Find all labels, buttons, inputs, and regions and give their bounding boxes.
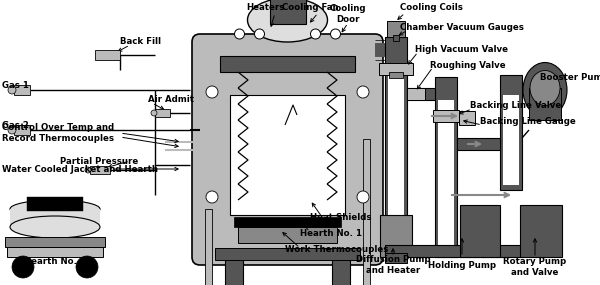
- Bar: [433, 110, 459, 122]
- Circle shape: [151, 110, 157, 116]
- Bar: [230, 95, 345, 215]
- Bar: [385, 37, 407, 257]
- Bar: [379, 63, 413, 75]
- Text: Cooling
Door: Cooling Door: [330, 4, 366, 24]
- Text: Backing Line Gauge: Backing Line Gauge: [480, 117, 576, 127]
- Bar: [438, 100, 454, 250]
- Bar: [234, 217, 341, 227]
- Text: Cooling Coils: Cooling Coils: [400, 3, 463, 13]
- Bar: [435, 77, 457, 257]
- Bar: [529, 88, 561, 120]
- Text: Backing Line Valve: Backing Line Valve: [470, 101, 561, 111]
- Bar: [215, 248, 360, 260]
- Text: Back Fill: Back Fill: [120, 38, 161, 46]
- Circle shape: [85, 167, 91, 173]
- Bar: [389, 72, 403, 78]
- Ellipse shape: [523, 62, 567, 117]
- Bar: [10, 209, 100, 227]
- Bar: [225, 254, 243, 285]
- Text: Heat Shields: Heat Shields: [310, 213, 371, 221]
- Circle shape: [235, 29, 245, 39]
- Circle shape: [254, 29, 265, 39]
- Bar: [457, 138, 500, 150]
- Text: High Vacuum Valve: High Vacuum Valve: [415, 44, 508, 54]
- Bar: [459, 111, 475, 125]
- Bar: [332, 254, 350, 285]
- Text: Air Admit: Air Admit: [148, 95, 194, 105]
- Bar: [385, 253, 407, 263]
- Bar: [27, 197, 83, 211]
- Text: Chamber Vacuum Gauges: Chamber Vacuum Gauges: [400, 23, 524, 32]
- Bar: [380, 215, 412, 257]
- Text: Hearth No. 2: Hearth No. 2: [24, 258, 86, 266]
- Ellipse shape: [10, 200, 100, 218]
- Bar: [393, 35, 399, 41]
- Bar: [269, 0, 305, 24]
- Bar: [503, 95, 519, 185]
- Circle shape: [206, 86, 218, 98]
- Text: Water Cooled Jacket and Hearth: Water Cooled Jacket and Hearth: [2, 164, 158, 174]
- Text: Booster Pump: Booster Pump: [540, 72, 600, 82]
- Bar: [385, 245, 522, 257]
- Circle shape: [8, 86, 16, 94]
- Bar: [238, 227, 337, 243]
- Text: Diffusion Pump
and Heater: Diffusion Pump and Heater: [356, 255, 430, 275]
- Circle shape: [331, 29, 341, 39]
- Bar: [155, 109, 170, 117]
- Text: Rotary Pump
and Valve: Rotary Pump and Valve: [503, 257, 566, 277]
- Text: Roughing Valve: Roughing Valve: [430, 60, 506, 70]
- Bar: [407, 88, 425, 100]
- Text: Partial Pressure: Partial Pressure: [60, 156, 138, 166]
- Circle shape: [357, 86, 369, 98]
- Ellipse shape: [10, 216, 100, 238]
- Bar: [7, 247, 103, 257]
- Bar: [205, 209, 212, 285]
- Text: Holding Pump: Holding Pump: [428, 260, 496, 270]
- Circle shape: [206, 191, 218, 203]
- Bar: [520, 205, 562, 257]
- Bar: [220, 56, 355, 72]
- Text: Control Over Temp and
Record Thermocouples: Control Over Temp and Record Thermocoupl…: [2, 123, 114, 143]
- Text: Hearth No. 1: Hearth No. 1: [300, 229, 362, 237]
- Text: Cooling Fan: Cooling Fan: [281, 3, 338, 13]
- Circle shape: [357, 191, 369, 203]
- Text: Gas 2: Gas 2: [2, 121, 29, 131]
- Text: Heaters: Heaters: [246, 3, 284, 13]
- Bar: [14, 125, 30, 135]
- Ellipse shape: [248, 0, 328, 42]
- Text: Gas 1: Gas 1: [2, 82, 29, 91]
- Bar: [14, 85, 30, 95]
- Bar: [387, 21, 405, 37]
- Ellipse shape: [530, 70, 560, 105]
- Circle shape: [76, 256, 98, 278]
- Text: Work Thermocouples: Work Thermocouples: [285, 245, 388, 253]
- Circle shape: [311, 29, 320, 39]
- Bar: [95, 50, 120, 60]
- Bar: [363, 139, 370, 285]
- Circle shape: [12, 256, 34, 278]
- Bar: [407, 88, 435, 100]
- FancyBboxPatch shape: [192, 34, 383, 265]
- Circle shape: [8, 126, 16, 134]
- Bar: [90, 166, 110, 174]
- Bar: [460, 205, 500, 257]
- Bar: [500, 75, 522, 190]
- Bar: [388, 70, 404, 250]
- Bar: [5, 237, 105, 247]
